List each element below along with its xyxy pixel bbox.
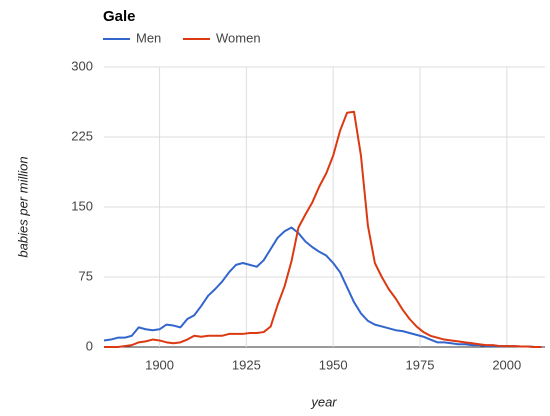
x-tick-label: 2000 [492,357,521,372]
chart-title: Gale [103,8,136,25]
x-tick-label: 1975 [406,357,435,372]
y-tick-label: 300 [71,58,93,73]
x-tick-label: 1950 [319,357,348,372]
line-series [104,110,542,348]
legend-label: Women [216,30,261,45]
line-series [103,226,542,348]
x-tick-label: 1925 [232,357,261,372]
y-tick-label: 150 [71,198,93,213]
y-tick-label: 75 [79,268,93,283]
legend-label: Men [136,30,161,45]
y-axis-title: babies per million [15,156,30,257]
y-tick-label: 225 [71,128,93,143]
x-axis-title: year [310,394,337,409]
x-tick-label: 1900 [145,357,174,372]
y-tick-label: 0 [86,338,93,353]
